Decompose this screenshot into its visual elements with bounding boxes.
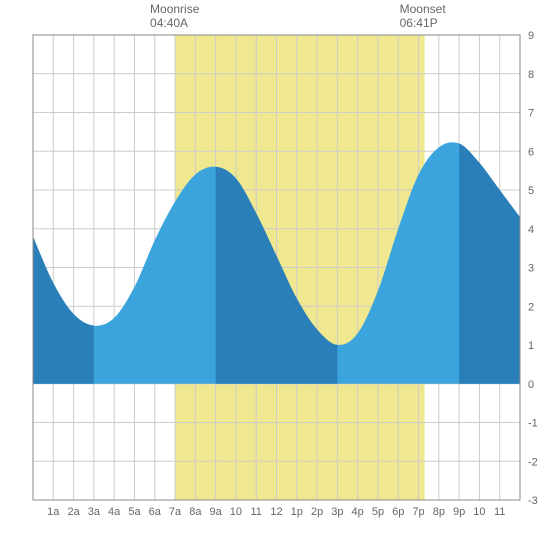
y-tick-label: 9	[528, 30, 534, 42]
y-tick-label: 6	[528, 146, 534, 158]
x-tick-label: 8p	[433, 506, 445, 518]
x-tick-label: 4a	[108, 506, 121, 518]
y-tick-label: 1	[528, 340, 534, 352]
x-tick-label: 6a	[149, 506, 162, 518]
y-tick-label: -2	[528, 456, 538, 468]
tide-chart: 1a2a3a4a5a6a7a8a9a1011121p2p3p4p5p6p7p8p…	[0, 0, 550, 550]
moonrise-label: Moonrise	[150, 2, 199, 16]
x-tick-label: 9a	[210, 506, 223, 518]
y-tick-label: 4	[528, 224, 534, 236]
y-tick-label: -1	[528, 418, 538, 430]
x-tick-label: 10	[473, 506, 485, 518]
y-tick-label: 8	[528, 69, 534, 81]
x-tick-label: 11	[250, 506, 261, 518]
y-tick-label: 3	[528, 263, 534, 275]
x-tick-label: 4p	[352, 506, 364, 518]
moonrise-annotation: Moonrise 04:40A	[150, 2, 199, 31]
x-tick-label: 8a	[189, 506, 202, 518]
x-tick-label: 3p	[331, 506, 343, 518]
x-tick-label: 5p	[372, 506, 384, 518]
moonrise-time: 04:40A	[150, 16, 188, 30]
x-tick-label: 6p	[392, 506, 404, 518]
y-tick-label: 7	[528, 108, 534, 120]
y-tick-label: 0	[528, 379, 534, 391]
x-tick-label: 12	[270, 506, 282, 518]
x-tick-label: 5a	[128, 506, 141, 518]
moonset-label: Moonset	[400, 2, 446, 16]
x-axis-labels: 1a 2a 3a 4a 5a 6a 7a 8a 9a 10 11 12 1p 2p 3p 4p 5p 6p 7p 8p…	[47, 506, 505, 518]
y-tick-label: 5	[528, 185, 534, 197]
y-tick-label: -3	[528, 495, 538, 507]
chart-svg: 1a2a3a4a5a6a7a8a9a1011121p2p3p4p5p6p7p8p…	[0, 0, 550, 550]
x-tick-label: 9p	[453, 506, 465, 518]
x-tick-label: 7a	[169, 506, 182, 518]
moonset-annotation: Moonset 06:41P	[400, 2, 446, 31]
x-tick-label: 10	[230, 506, 242, 518]
moonset-time: 06:41P	[400, 16, 438, 30]
x-tick-label: 11	[494, 506, 505, 518]
x-tick-label: 3a	[88, 506, 101, 518]
y-tick-label: 2	[528, 301, 534, 313]
x-tick-label: 7p	[412, 506, 424, 518]
x-tick-label: 2a	[67, 506, 80, 518]
x-tick-label: 1a	[47, 506, 60, 518]
x-tick-label: 1p	[291, 506, 303, 518]
x-tick-label: 2p	[311, 506, 323, 518]
